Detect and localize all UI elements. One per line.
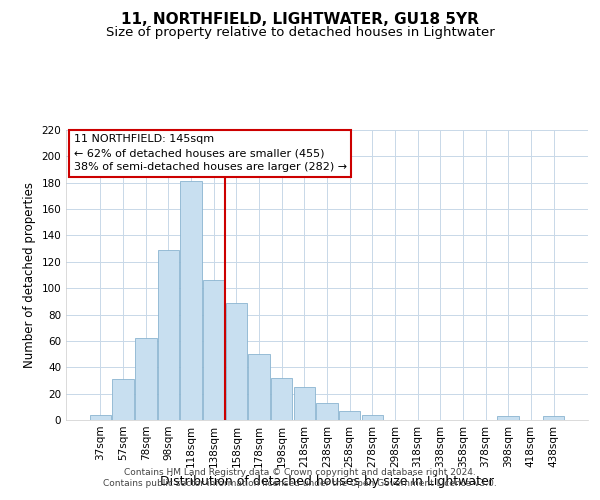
Bar: [226, 302, 247, 420]
Bar: [316, 403, 338, 420]
Bar: [293, 387, 315, 420]
Text: 11 NORTHFIELD: 145sqm
← 62% of detached houses are smaller (455)
38% of semi-det: 11 NORTHFIELD: 145sqm ← 62% of detached …: [74, 134, 347, 172]
Bar: [543, 416, 564, 420]
Bar: [339, 411, 361, 420]
Y-axis label: Number of detached properties: Number of detached properties: [23, 182, 36, 368]
Bar: [158, 250, 179, 420]
Text: Contains HM Land Registry data © Crown copyright and database right 2024.
Contai: Contains HM Land Registry data © Crown c…: [103, 468, 497, 487]
Bar: [203, 280, 224, 420]
X-axis label: Distribution of detached houses by size in Lightwater: Distribution of detached houses by size …: [160, 476, 494, 488]
Bar: [90, 414, 111, 420]
Bar: [362, 414, 383, 420]
Bar: [248, 354, 270, 420]
Bar: [497, 416, 519, 420]
Bar: [135, 338, 157, 420]
Bar: [112, 379, 134, 420]
Bar: [271, 378, 292, 420]
Text: 11, NORTHFIELD, LIGHTWATER, GU18 5YR: 11, NORTHFIELD, LIGHTWATER, GU18 5YR: [121, 12, 479, 28]
Text: Size of property relative to detached houses in Lightwater: Size of property relative to detached ho…: [106, 26, 494, 39]
Bar: [181, 182, 202, 420]
